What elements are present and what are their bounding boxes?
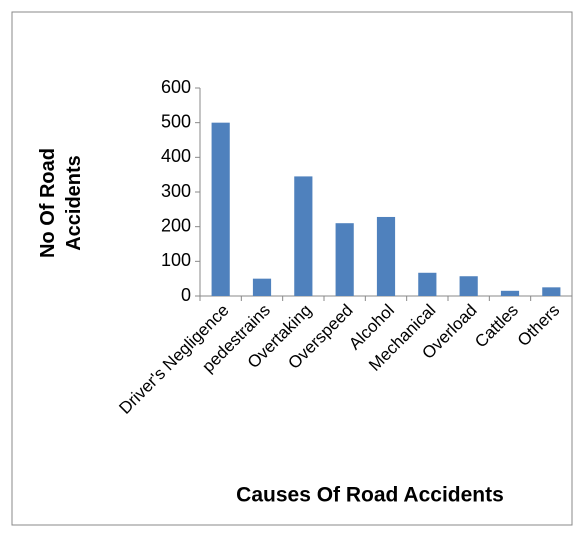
bar xyxy=(335,223,354,296)
bar xyxy=(376,216,396,296)
bar xyxy=(211,122,230,297)
bar xyxy=(418,272,437,296)
chart-frame xyxy=(11,11,573,526)
bar xyxy=(252,278,272,296)
x-axis-title: Causes Of Road Accidents xyxy=(236,484,504,507)
y-tick-label: 200 xyxy=(161,215,191,235)
bar xyxy=(500,290,520,296)
y-tick-label: 500 xyxy=(161,111,191,131)
y-axis-title: No Of Road Accidents xyxy=(37,148,85,258)
bar xyxy=(294,176,313,296)
y-tick-label: 600 xyxy=(161,77,191,97)
y-axis-title-box: No Of Road Accidents xyxy=(37,148,85,258)
y-tick-label: 0 xyxy=(181,285,191,305)
y-tick-label: 100 xyxy=(161,250,191,270)
bar xyxy=(542,287,561,296)
y-tick-label: 300 xyxy=(161,181,191,201)
y-tick-label: 400 xyxy=(161,146,191,166)
bar xyxy=(459,276,478,296)
